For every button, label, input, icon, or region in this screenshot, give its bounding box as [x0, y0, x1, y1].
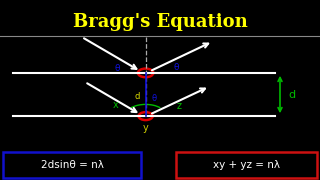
Text: d: d [288, 89, 295, 100]
Text: d: d [135, 92, 140, 101]
Text: x: x [112, 100, 118, 110]
Bar [176, 152, 317, 178]
Text: Bragg's Equation: Bragg's Equation [73, 13, 247, 31]
Text: xy + yz = nλ: xy + yz = nλ [213, 160, 280, 170]
Text: z: z [177, 101, 182, 111]
Text: y: y [143, 123, 148, 133]
Text: 2dsinθ = nλ: 2dsinθ = nλ [41, 160, 103, 170]
Text: θ: θ [114, 64, 120, 73]
Bar [3, 152, 141, 178]
Text: θ: θ [152, 94, 157, 103]
Text: θ: θ [173, 63, 179, 72]
